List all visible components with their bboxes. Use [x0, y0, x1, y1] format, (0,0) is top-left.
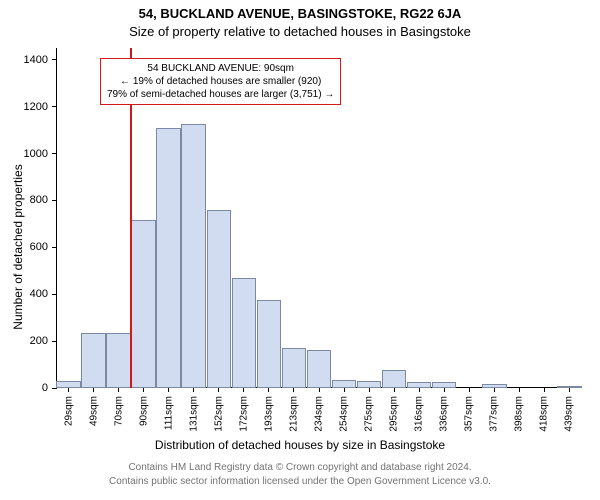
- xtick-label: 377sqm: [489, 396, 500, 432]
- bar: [257, 300, 282, 388]
- bar: [382, 370, 407, 388]
- xtick: [544, 388, 545, 392]
- ytick: [52, 341, 57, 342]
- annotation-box: 54 BUCKLAND AVENUE: 90sqm ← 19% of detac…: [100, 58, 341, 105]
- xtick-label: 49sqm: [88, 396, 99, 426]
- xtick-label: 336sqm: [439, 396, 450, 432]
- xtick-label: 295sqm: [389, 396, 400, 432]
- ytick-label: 200: [8, 335, 48, 347]
- xtick: [68, 388, 69, 392]
- bar: [81, 333, 106, 388]
- xtick: [118, 388, 119, 392]
- bar: [131, 220, 156, 388]
- xtick-label: 29sqm: [63, 396, 74, 426]
- chart-title-line2: Size of property relative to detached ho…: [0, 24, 600, 39]
- bar: [207, 210, 232, 388]
- x-axis-label: Distribution of detached houses by size …: [0, 438, 600, 452]
- bar: [181, 124, 206, 388]
- bar: [232, 278, 257, 388]
- xtick: [218, 388, 219, 392]
- ytick-label: 1000: [8, 148, 48, 160]
- chart-title-line1: 54, BUCKLAND AVENUE, BASINGSTOKE, RG22 6…: [0, 6, 600, 21]
- footer-line1: Contains HM Land Registry data © Crown c…: [0, 462, 600, 475]
- bar: [282, 348, 307, 388]
- ytick: [52, 153, 57, 154]
- xtick-label: 111sqm: [163, 396, 174, 430]
- xtick-label: 357sqm: [464, 396, 475, 432]
- bar: [307, 350, 332, 388]
- ytick: [52, 200, 57, 201]
- bar: [332, 380, 357, 388]
- xtick: [394, 388, 395, 392]
- xtick: [143, 388, 144, 392]
- ytick: [52, 59, 57, 60]
- xtick: [293, 388, 294, 392]
- footer-line2: Contains public sector information licen…: [0, 476, 600, 489]
- xtick-label: 152sqm: [213, 396, 224, 432]
- xtick: [193, 388, 194, 392]
- bar: [106, 333, 131, 388]
- ytick-label: 1200: [8, 101, 48, 113]
- xtick-label: 275sqm: [364, 396, 375, 432]
- xtick: [444, 388, 445, 392]
- plot-area: 0200400600800100012001400 29sqm49sqm70sq…: [56, 48, 582, 388]
- xtick: [168, 388, 169, 392]
- ytick-label: 0: [8, 382, 48, 394]
- xtick: [319, 388, 320, 392]
- xtick-label: 418sqm: [539, 396, 550, 432]
- xtick-label: 398sqm: [514, 396, 525, 432]
- ytick: [52, 294, 57, 295]
- xtick-label: 172sqm: [238, 396, 249, 432]
- bar: [357, 381, 382, 388]
- xtick: [469, 388, 470, 392]
- annotation-line3: 79% of semi-detached houses are larger (…: [107, 88, 334, 101]
- xtick-label: 439sqm: [564, 396, 575, 432]
- xtick-label: 131sqm: [188, 396, 199, 432]
- ytick-label: 600: [8, 241, 48, 253]
- annotation-line1: 54 BUCKLAND AVENUE: 90sqm: [107, 62, 334, 75]
- xtick: [569, 388, 570, 392]
- bar: [156, 128, 181, 388]
- xtick: [243, 388, 244, 392]
- xtick-label: 193sqm: [263, 396, 274, 432]
- xtick: [519, 388, 520, 392]
- xtick-label: 254sqm: [339, 396, 350, 432]
- xtick: [268, 388, 269, 392]
- xtick-label: 234sqm: [314, 396, 325, 432]
- ytick-label: 800: [8, 194, 48, 206]
- xtick: [93, 388, 94, 392]
- xtick: [419, 388, 420, 392]
- bar: [56, 381, 81, 388]
- ytick: [52, 106, 57, 107]
- xtick-label: 316sqm: [414, 396, 425, 432]
- xtick-label: 213sqm: [288, 396, 299, 432]
- xtick: [344, 388, 345, 392]
- xtick-label: 70sqm: [113, 396, 124, 426]
- xtick-label: 90sqm: [138, 396, 149, 426]
- ytick-label: 400: [8, 288, 48, 300]
- ytick: [52, 247, 57, 248]
- annotation-line2: ← 19% of detached houses are smaller (92…: [107, 75, 334, 88]
- ytick-label: 1400: [8, 54, 48, 66]
- xtick: [369, 388, 370, 392]
- xtick: [494, 388, 495, 392]
- y-axis-line: [56, 48, 57, 388]
